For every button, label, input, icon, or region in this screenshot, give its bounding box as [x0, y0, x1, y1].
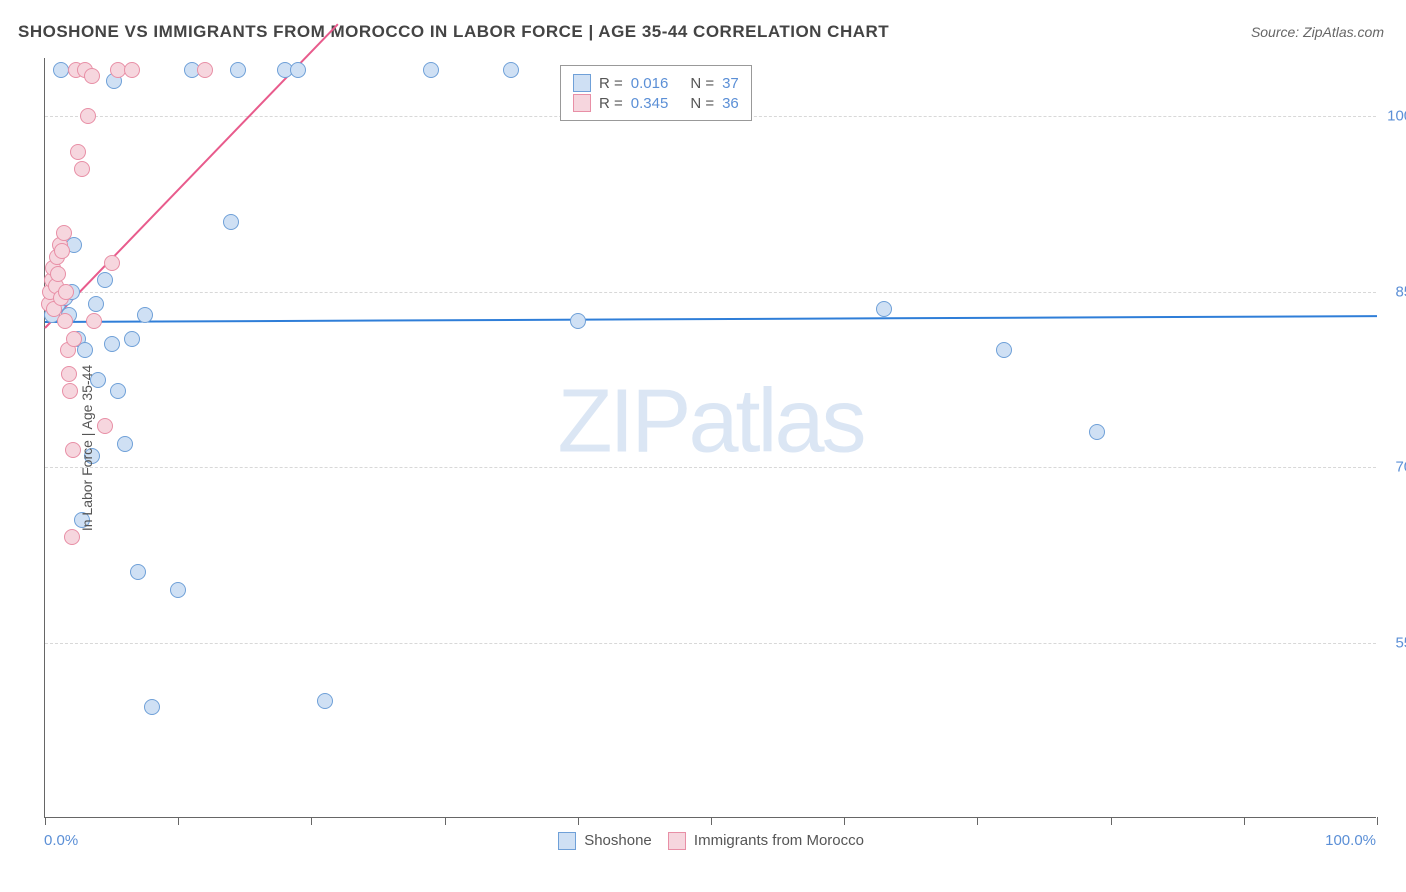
data-point: [62, 383, 78, 399]
xtick: [1377, 817, 1378, 825]
data-point: [1089, 424, 1105, 440]
xtick: [578, 817, 579, 825]
watermark-b: atlas: [688, 372, 863, 472]
xtick: [711, 817, 712, 825]
data-point: [53, 62, 69, 78]
data-point: [876, 301, 892, 317]
data-point: [86, 313, 102, 329]
xtick: [1244, 817, 1245, 825]
data-point: [290, 62, 306, 78]
data-point: [88, 296, 104, 312]
legend-swatch: [573, 94, 591, 112]
plot-area: ZIPatlas 55.0%70.0%85.0%100.0%: [44, 58, 1376, 818]
data-point: [230, 62, 246, 78]
ytick-label: 55.0%: [1382, 634, 1406, 651]
data-point: [197, 62, 213, 78]
data-point: [57, 313, 73, 329]
legend-r-value: 0.016: [631, 75, 669, 92]
data-point: [84, 68, 100, 84]
legend-swatch: [668, 832, 686, 850]
gridline: [45, 292, 1376, 293]
data-point: [58, 284, 74, 300]
xtick: [178, 817, 179, 825]
legend-r-value: 0.345: [631, 95, 669, 112]
xtick: [844, 817, 845, 825]
source-label: Source: ZipAtlas.com: [1251, 24, 1384, 40]
watermark-a: ZIP: [557, 372, 688, 472]
data-point: [56, 225, 72, 241]
legend-n-value: 37: [722, 75, 739, 92]
data-point: [317, 693, 333, 709]
ytick-label: 85.0%: [1382, 283, 1406, 300]
data-point: [104, 255, 120, 271]
data-point: [124, 331, 140, 347]
legend-bottom: Shoshone Immigrants from Morocco: [0, 832, 1406, 850]
data-point: [124, 62, 140, 78]
legend-swatch: [558, 832, 576, 850]
xtick: [1111, 817, 1112, 825]
gridline: [45, 643, 1376, 644]
watermark: ZIPatlas: [557, 371, 863, 474]
xtick: [977, 817, 978, 825]
data-point: [50, 266, 66, 282]
legend-n-value: 36: [722, 95, 739, 112]
ytick-label: 70.0%: [1382, 459, 1406, 476]
legend-label: Shoshone: [580, 832, 652, 849]
data-point: [223, 214, 239, 230]
data-point: [144, 699, 160, 715]
ytick-label: 100.0%: [1382, 108, 1406, 125]
legend-r-label: R =: [599, 95, 623, 112]
data-point: [503, 62, 519, 78]
legend-stats: R = 0.016 N = 37 R = 0.345 N = 36: [560, 65, 752, 121]
data-point: [97, 418, 113, 434]
data-point: [64, 529, 80, 545]
data-point: [130, 564, 146, 580]
gridline: [45, 467, 1376, 468]
data-point: [97, 272, 113, 288]
chart-title: SHOSHONE VS IMMIGRANTS FROM MOROCCO IN L…: [18, 22, 889, 42]
xtick: [445, 817, 446, 825]
data-point: [570, 313, 586, 329]
data-point: [104, 336, 120, 352]
data-point: [80, 108, 96, 124]
legend-swatch: [573, 74, 591, 92]
data-point: [54, 243, 70, 259]
legend-n-label: N =: [690, 95, 714, 112]
data-point: [70, 144, 86, 160]
data-point: [110, 383, 126, 399]
legend-row: R = 0.016 N = 37: [573, 74, 739, 92]
data-point: [66, 331, 82, 347]
legend-row: R = 0.345 N = 36: [573, 94, 739, 112]
data-point: [61, 366, 77, 382]
data-point: [74, 161, 90, 177]
xtick: [45, 817, 46, 825]
legend-label: Immigrants from Morocco: [690, 832, 864, 849]
y-axis-label: In Labor Force | Age 35-44: [79, 365, 95, 531]
data-point: [117, 436, 133, 452]
legend-r-label: R =: [599, 75, 623, 92]
trend-line: [45, 315, 1377, 323]
xtick: [311, 817, 312, 825]
data-point: [996, 342, 1012, 358]
data-point: [170, 582, 186, 598]
data-point: [137, 307, 153, 323]
data-point: [423, 62, 439, 78]
legend-n-label: N =: [690, 75, 714, 92]
